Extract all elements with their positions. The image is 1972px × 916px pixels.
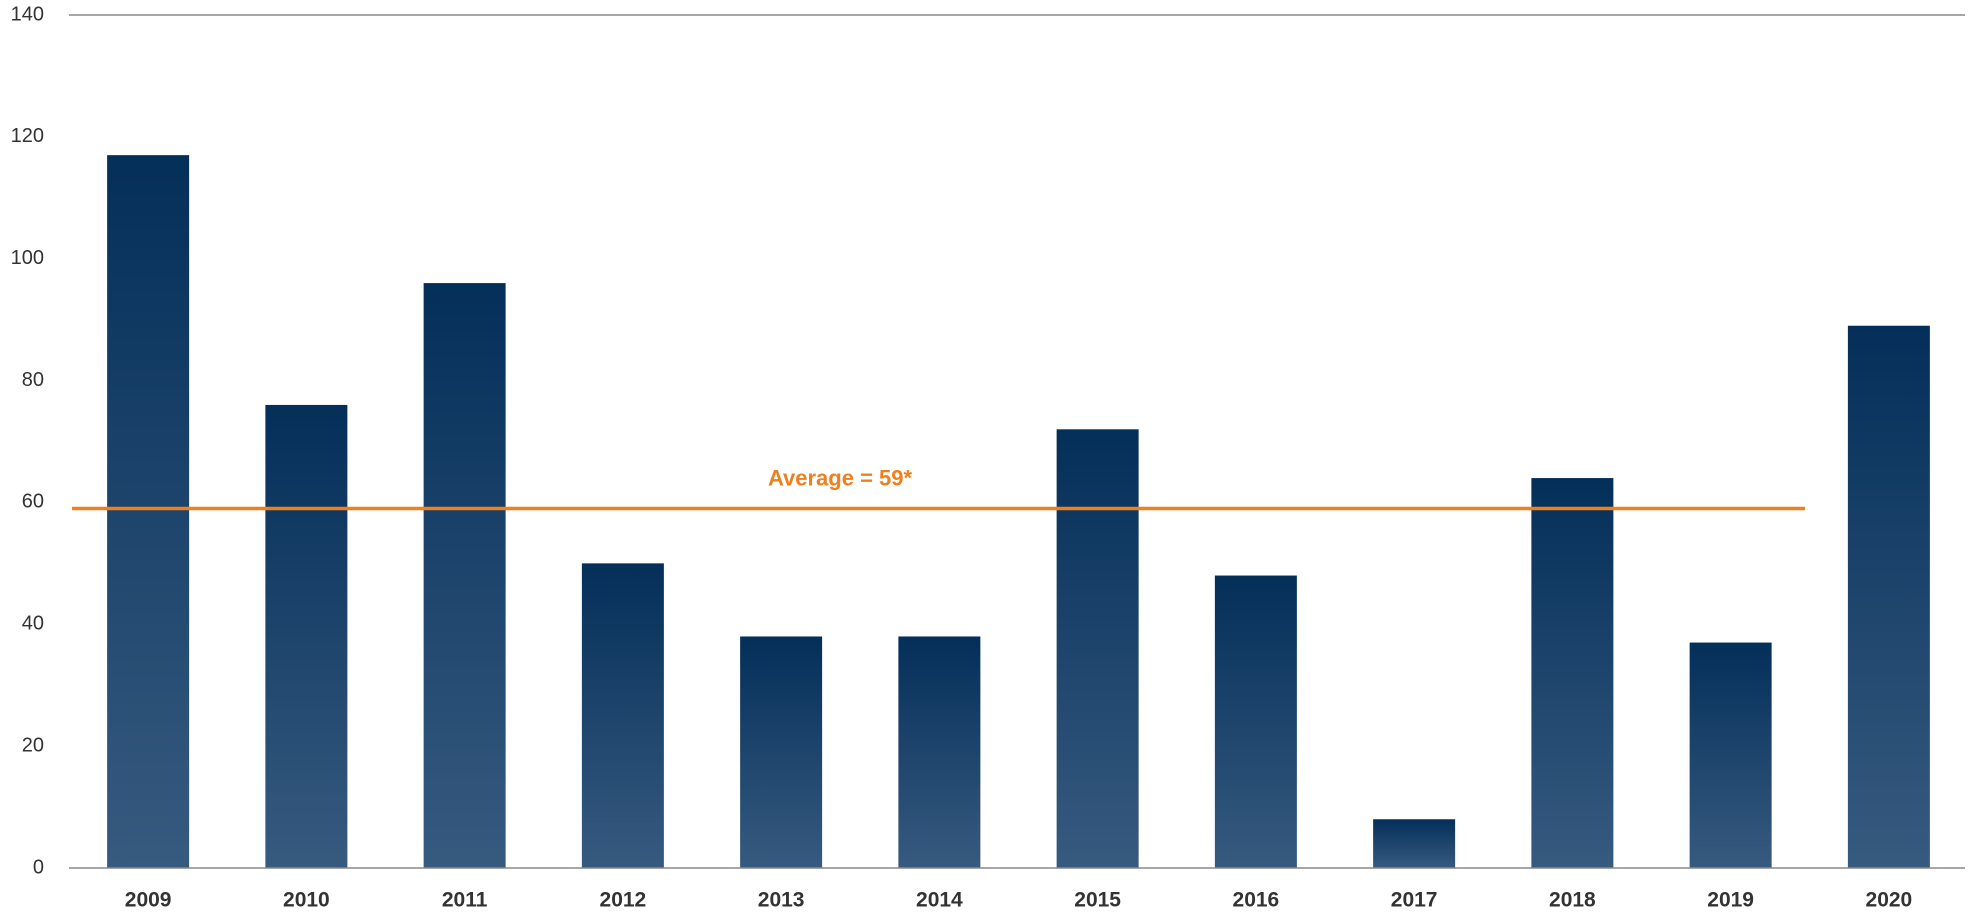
bar [1531,478,1614,868]
x-tick-label: 2016 [1233,889,1280,912]
average-label: Average = 59* [768,465,913,490]
bar [265,404,348,868]
x-tick-label: 2012 [600,889,647,912]
bar [1056,429,1139,868]
x-tick-label: 2009 [125,889,172,912]
x-tick-label: 2011 [442,889,488,912]
y-tick-label: 80 [22,369,44,391]
x-tick-label: 2010 [283,889,330,912]
x-tick-label: 2020 [1866,889,1913,912]
y-tick-label: 60 [22,491,44,513]
bar [740,636,823,868]
y-tick-label: 0 [33,856,44,878]
y-tick-label: 40 [22,613,44,635]
x-tick-label: 2014 [916,889,963,912]
bar [1373,819,1456,868]
y-tick-label: 20 [22,734,44,756]
bar [1689,642,1772,868]
x-tick-label: 2013 [758,889,805,912]
x-tick-label: 2015 [1074,889,1121,912]
bar [107,155,190,868]
x-tick-label: 2018 [1549,889,1596,912]
y-tick-label: 140 [11,3,44,25]
bar [1214,575,1297,868]
x-tick-label: 2019 [1707,889,1754,912]
bar [1847,325,1930,868]
y-tick-label: 120 [11,125,44,147]
bar [581,563,664,868]
bar [423,283,506,869]
bar [898,636,981,868]
y-tick-label: 100 [11,247,44,269]
x-tick-label: 2017 [1391,889,1438,912]
